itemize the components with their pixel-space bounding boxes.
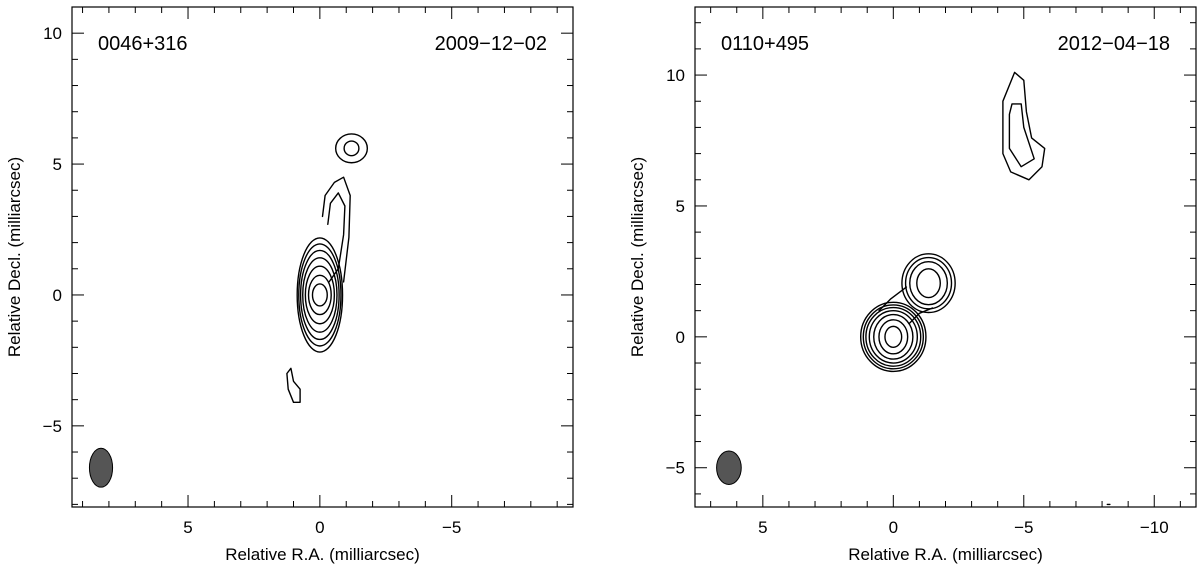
core-contour (296, 237, 344, 353)
secondary-contour (909, 261, 949, 306)
southern-feature-contour (286, 367, 301, 403)
core-contour (307, 274, 332, 316)
northern-knot-contour (334, 133, 369, 164)
source-label: 0046+316 (98, 33, 188, 55)
core-contour (304, 265, 336, 325)
secondary-contour (916, 268, 941, 299)
y-tick-label: 0 (53, 286, 62, 305)
plot-frame (71, 6, 574, 508)
core-contour (868, 309, 919, 364)
date-label: 2012−04−18 (1058, 33, 1170, 55)
core-contour (859, 301, 927, 373)
northern-blob-contour (1002, 71, 1046, 181)
source-label: 0110+495 (721, 33, 809, 55)
beam-ellipse (716, 450, 742, 486)
y-tick-label: 10 (43, 24, 62, 43)
panel-0110-495: 5 0 −5 −10 10 5 0 −5 Relative R.A. (milliarcsec)… (628, 6, 1197, 564)
core-contour (299, 249, 340, 341)
x-tick-label: −10 (1140, 518, 1169, 537)
x-tick-label: 0 (315, 518, 324, 537)
plot-frame (694, 6, 1197, 508)
jet-contour (327, 192, 346, 283)
y-tick-label: 5 (53, 155, 62, 174)
x-axis-label: Relative R.A. (milliarcsec) (225, 545, 420, 564)
core-contour (873, 313, 914, 360)
core-contour (298, 243, 342, 347)
core-contour (311, 283, 328, 307)
core-contour (302, 257, 338, 333)
core-contour (878, 319, 909, 355)
contour-layer (88, 133, 369, 488)
panel-0046-316: 5 0 −5 10 5 0 −5 Relative R.A. (milliarcsec) Rel… (5, 6, 574, 564)
core-contour (865, 306, 922, 367)
y-tick-label: −5 (666, 459, 685, 478)
x-tick-label: 5 (758, 518, 767, 537)
y-axis-label: Relative Decl. (milliarcsec) (5, 157, 24, 357)
y-tick-label: −5 (43, 417, 62, 436)
x-axis-label: Relative R.A. (milliarcsec) (848, 545, 1043, 564)
contour-layer (716, 71, 1111, 506)
beam-ellipse (88, 447, 114, 488)
northern-knot-contour (343, 140, 360, 157)
jet-contour (321, 176, 351, 283)
x-tick-label: 5 (183, 518, 192, 537)
bridge-contour (908, 307, 934, 325)
y-tick-label: 5 (676, 197, 685, 216)
core-contour (884, 325, 903, 349)
y-tick-label: 0 (676, 328, 685, 347)
date-label: 2009−12−02 (435, 33, 547, 55)
x-tick-label: −5 (442, 518, 461, 537)
x-tick-label: 0 (889, 518, 898, 537)
secondary-contour (904, 256, 953, 310)
core-contour (862, 304, 925, 370)
bridge-contour (878, 286, 908, 312)
y-axis-label: Relative Decl. (milliarcsec) (628, 157, 647, 357)
northern-blob-contour (1008, 103, 1035, 168)
y-tick-label: 10 (666, 66, 685, 85)
x-tick-label: −5 (1014, 518, 1033, 537)
secondary-contour (901, 253, 956, 314)
